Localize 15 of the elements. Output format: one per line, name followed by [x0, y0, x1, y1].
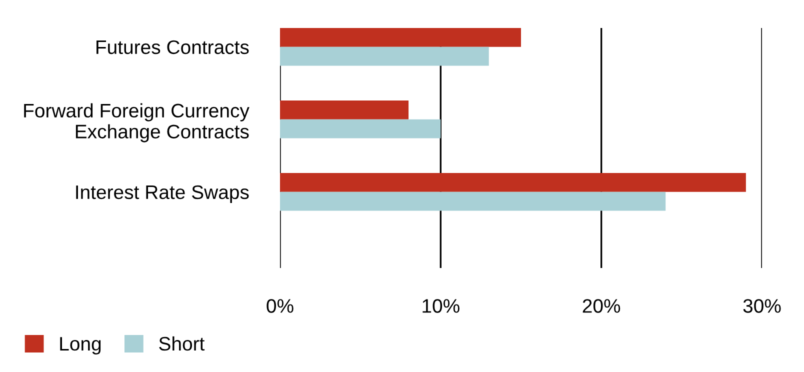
y-tick-label: Futures Contracts [96, 40, 249, 54]
legend-label: Long [60, 337, 101, 354]
bar [280, 119, 441, 138]
x-tick-label: 10% [422, 299, 460, 313]
x-tick-label: 20% [582, 299, 620, 313]
x-tick-label: 0% [266, 299, 294, 313]
legend-label: Short [159, 336, 205, 351]
bar [280, 100, 409, 120]
bar [280, 173, 746, 192]
bar [280, 28, 521, 47]
y-tick-label: Interest Rate Swaps [76, 185, 249, 203]
y-tick-label: Forward Foreign Currency Exchange Contracts [24, 103, 250, 142]
bar [280, 46, 489, 66]
x-tick-label: 30% [743, 299, 781, 313]
bar [280, 192, 666, 211]
